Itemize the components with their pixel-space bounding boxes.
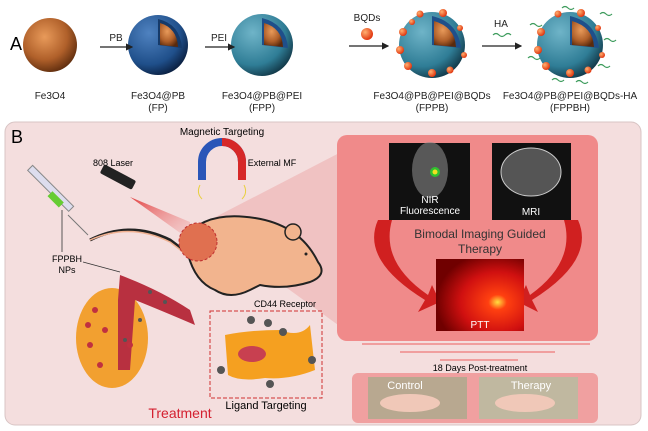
step-arrows [100,28,523,51]
bimodal-label: Bimodal Imaging Guided [414,227,545,241]
therapy-mouse [495,394,555,412]
external-mf-label: External MF [248,158,297,168]
control-label: Control [387,380,422,392]
ha-squiggle-icon [492,32,512,38]
particle-abbr: (FP) [148,103,167,114]
ptt-image [436,259,524,331]
nps-pointer [82,261,121,273]
particle-fppbh [527,5,617,85]
mouse-illustration [89,215,323,296]
nir-mouse-silhouette [412,142,448,198]
treatment-label: Treatment [148,405,211,421]
nir-label: Fluorescence [400,206,460,217]
laser-icon [100,164,190,240]
mri-scan [500,147,562,197]
bqd-dot-icon [361,28,373,40]
particle-fppb [396,9,467,78]
step-label-pei: PEI [211,33,227,44]
particle-name: Fe3O4 [35,91,66,102]
particle-name: Fe3O4@PB@PEI@BQDs [373,91,490,102]
panel-a-label: A [10,34,22,54]
particle-fp [128,15,188,75]
nps-label: FPPBH [52,254,82,264]
step-label-pb: PB [109,33,123,44]
particle-fe3o4 [23,18,77,72]
ligand-targeting-label: Ligand Targeting [225,400,306,412]
particle-abbr: (FPPB) [416,103,449,114]
tumor-tissue [76,275,195,388]
particle-abbr: (FPP) [249,103,275,114]
particle-name: Fe3O4@PB [131,91,185,102]
mri-label: MRI [522,207,540,218]
cd44-receptor-label: CD44 Receptor [254,299,316,309]
nir-signal-core [432,169,438,175]
curved-arrow-left-icon [374,220,440,312]
syringe-icon [26,164,89,236]
control-mouse [380,394,440,412]
particle-name: Fe3O4@PB@PEI@BQDs-HA [503,91,638,102]
therapy-label: Therapy [511,380,552,392]
nir-label: NIR [421,195,438,206]
ptt-label: PTT [471,320,490,331]
magnet-icon [197,138,247,200]
panel-b-label: B [11,127,23,147]
bimodal-label: Therapy [458,242,502,256]
post-treatment-label: 18 Days Post-treatment [433,363,528,373]
laser-label: 808 Laser [93,158,133,168]
step-label-bqds: BQDs [354,13,381,24]
panel-base-lines [362,343,590,361]
particle-abbr: (FPPBH) [550,103,590,114]
particle-name: Fe3O4@PB@PEI [222,91,302,102]
step-label-ha: HA [494,19,508,30]
curved-arrow-right-icon [518,220,582,312]
particle-fpp [231,14,293,76]
nps-label: NPs [58,265,76,275]
ligand-targeting-inset [209,310,323,399]
magnetic-targeting-label: Magnetic Targeting [180,127,264,138]
